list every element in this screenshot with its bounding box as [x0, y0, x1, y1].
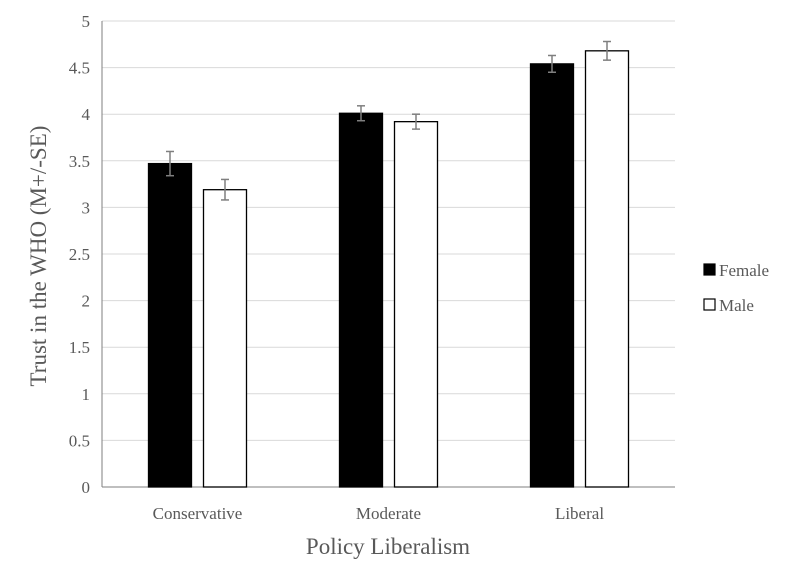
y-tick-label: 1	[82, 385, 91, 404]
x-tick-label: Liberal	[555, 504, 604, 523]
error-bars	[166, 40, 611, 201]
bar-male-moderate	[393, 121, 439, 488]
bar-female-conservative	[147, 162, 193, 488]
axes	[101, 21, 675, 488]
legend-label-male: Male	[719, 296, 754, 315]
y-tick-label: 3	[82, 198, 91, 217]
x-tick-labels: Conservative Moderate Liberal	[153, 504, 605, 523]
y-tick-labels: 0 0.5 1 1.5 2 2.5 3 3.5 4 4.5 5	[69, 12, 91, 497]
bar-male-conservative	[202, 189, 248, 488]
x-tick-label: Moderate	[356, 504, 421, 523]
bar-female-moderate	[338, 112, 384, 488]
y-tick-label: 2	[82, 292, 91, 311]
x-tick-label: Conservative	[153, 504, 243, 523]
y-tick-label: 4	[82, 105, 91, 124]
bar-female-liberal	[529, 63, 575, 488]
y-axis-label: Trust in the WHO (M+/-SE)	[26, 126, 51, 387]
bars	[147, 50, 630, 488]
x-axis-label: Policy Liberalism	[306, 534, 470, 559]
y-tick-label: 2.5	[69, 245, 90, 264]
bar-male-liberal	[584, 50, 630, 488]
legend-swatch-male	[703, 298, 716, 311]
y-tick-label: 3.5	[69, 152, 90, 171]
y-tick-label: 1.5	[69, 338, 90, 357]
legend: Female Male	[703, 261, 769, 315]
y-tick-label: 0.5	[69, 431, 90, 450]
y-tick-label: 0	[82, 478, 91, 497]
gridlines	[102, 20, 675, 441]
y-tick-label: 4.5	[69, 59, 90, 78]
legend-swatch-female	[703, 263, 716, 276]
y-tick-label: 5	[82, 12, 91, 31]
legend-label-female: Female	[719, 261, 769, 280]
